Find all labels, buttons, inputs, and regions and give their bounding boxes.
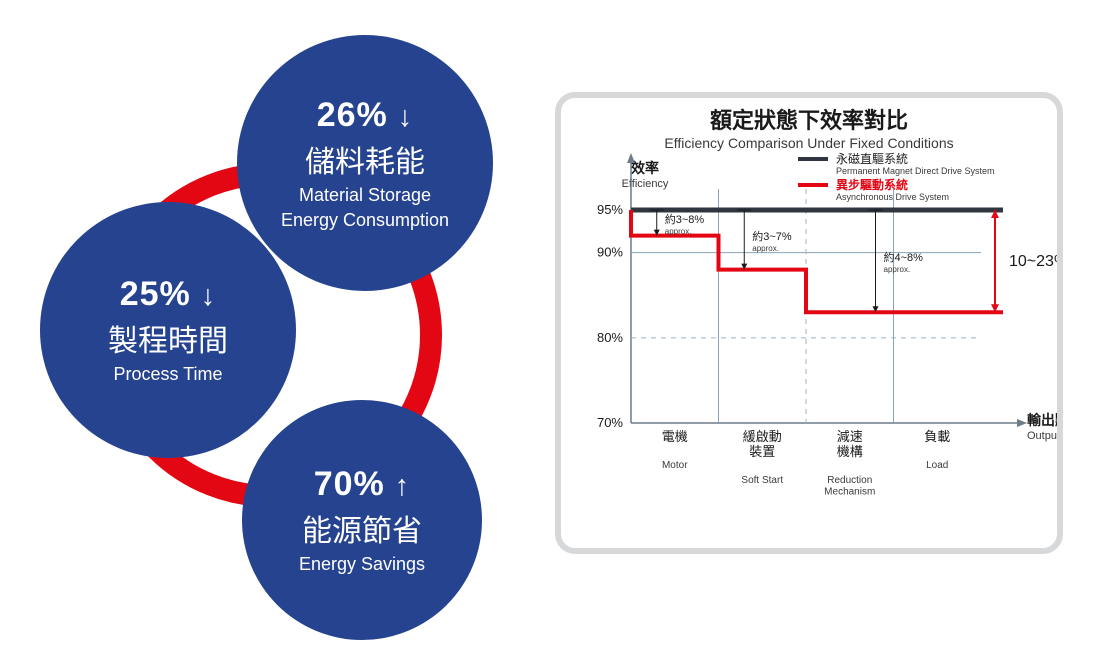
bubble-label-zh: 能源節省 <box>302 506 422 550</box>
bubble-top: 26% ↓儲料耗能 Material Storage Energy Consumpti… <box>237 35 493 291</box>
y-axis-label-en: Efficiency <box>622 178 669 190</box>
y-axis-arrow-icon <box>627 153 635 163</box>
arrow-up-icon: ↑ <box>395 470 411 503</box>
x-cat-zh: 電機 <box>662 429 688 444</box>
drop-label-en: approx. <box>884 265 911 274</box>
y-tick-label: 95% <box>597 202 623 217</box>
bubble-label-zh: 儲料耗能 <box>305 137 425 181</box>
x-axis-label-zh: 輸出點 <box>1027 412 1057 428</box>
drop-label-zh: 約3~8% <box>665 212 705 226</box>
drop-label-zh: 約3~7% <box>752 229 792 243</box>
legend-direct-zh: 永磁直驅系統 <box>836 151 908 166</box>
legend-swatch-direct <box>798 157 828 161</box>
bubble-label-zh: 製程時間 <box>108 316 228 360</box>
x-cat-en: ReductionMechanism <box>824 475 875 498</box>
drop-label-en: approx. <box>665 227 692 236</box>
y-tick-label: 90% <box>597 245 623 260</box>
bubble-percent: 26% ↓ <box>317 96 414 135</box>
x-axis-arrow-icon <box>1017 419 1027 427</box>
efficiency-chart: 額定狀態下效率對比 Efficiency Comparison Under Fix… <box>561 98 1057 548</box>
bubble-percent-value: 70% <box>314 465 385 503</box>
legend-swatch-async <box>798 183 828 187</box>
x-cat-en: Motor <box>662 460 688 471</box>
y-tick-label: 70% <box>597 415 623 430</box>
bubble-left: 25% ↓製程時間 Process Time <box>40 202 296 458</box>
x-cat-zh: 緩啟動裝置 <box>743 429 782 459</box>
bubble-label-en: Energy Savings <box>299 554 425 575</box>
x-cat-en: Load <box>926 460 948 471</box>
gap-label: 10~23% <box>1009 253 1057 270</box>
chart-title-en: Efficiency Comparison Under Fixed Condit… <box>664 135 953 151</box>
x-cat-en: Soft Start <box>741 475 783 486</box>
bubble-label-en: Energy Consumption <box>281 210 449 231</box>
bubble-percent-value: 25% <box>120 275 191 313</box>
bubble-bottom: 70% ↑能源節省 Energy Savings <box>242 400 482 640</box>
y-axis-label-zh: 效率 <box>631 160 659 176</box>
x-axis-label-en: Output Point <box>1027 430 1057 442</box>
y-tick-label: 80% <box>597 330 623 345</box>
chart-card: 額定狀態下效率對比 Efficiency Comparison Under Fix… <box>555 92 1063 554</box>
drop-label-zh: 約4~8% <box>884 250 924 264</box>
x-cat-zh: 負載 <box>924 429 950 444</box>
bubble-label-en: Process Time <box>113 364 222 385</box>
legend-async-zh: 異步驅動系統 <box>836 177 908 192</box>
x-cat-zh: 減速機構 <box>837 429 863 459</box>
arrow-down-icon: ↓ <box>398 101 414 134</box>
arrow-down-icon: ↓ <box>201 280 217 313</box>
legend-async-en: Asynchronous Drive System <box>836 192 949 202</box>
chart-title-zh: 額定狀態下效率對比 <box>710 108 908 133</box>
drop-label-en: approx. <box>752 244 779 253</box>
legend-direct-en: Permanent Magnet Direct Drive System <box>836 166 995 176</box>
bubble-percent-value: 26% <box>317 96 388 134</box>
bubble-percent: 25% ↓ <box>120 275 217 314</box>
bubble-label-en: Material Storage <box>299 185 431 206</box>
bubble-percent: 70% ↑ <box>314 465 411 504</box>
